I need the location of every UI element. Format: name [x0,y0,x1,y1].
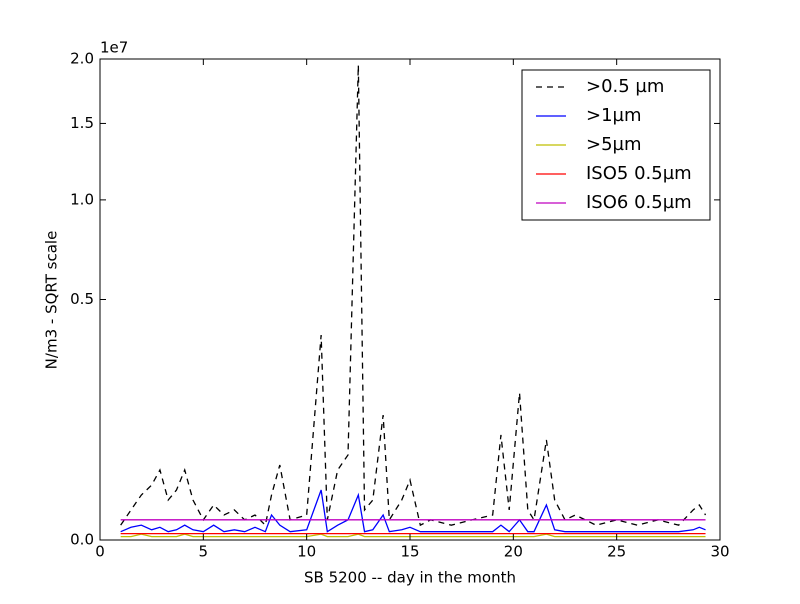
legend-label: >0.5 µm [586,76,664,97]
y-offset-label: 1e7 [100,39,128,57]
x-tick-label: 30 [710,543,729,561]
legend-label: ISO6 0.5µm [586,192,692,213]
y-tick-label: 1.5 [70,114,94,132]
x-tick-label: 25 [607,543,626,561]
x-tick-label: 10 [297,543,316,561]
legend-label: >5µm [586,134,642,155]
data-line [120,489,706,533]
y-tick-label: 2.0 [70,50,94,68]
legend-label: ISO5 0.5µm [586,163,692,184]
data-line [120,65,707,527]
x-tick-label: 15 [400,543,419,561]
data-line [120,533,706,538]
x-tick-label: 20 [504,543,523,561]
legend-label: >1µm [586,105,642,126]
y-axis-label: N/m3 - SQRT scale [43,231,61,370]
y-tick-label: 0.5 [70,290,94,308]
y-tick-label: 0.0 [70,531,94,549]
x-tick-label: 5 [199,543,209,561]
x-tick-label: 0 [95,543,105,561]
x-axis-label: SB 5200 -- day in the month [304,569,516,587]
y-tick-label: 1.0 [70,190,94,208]
